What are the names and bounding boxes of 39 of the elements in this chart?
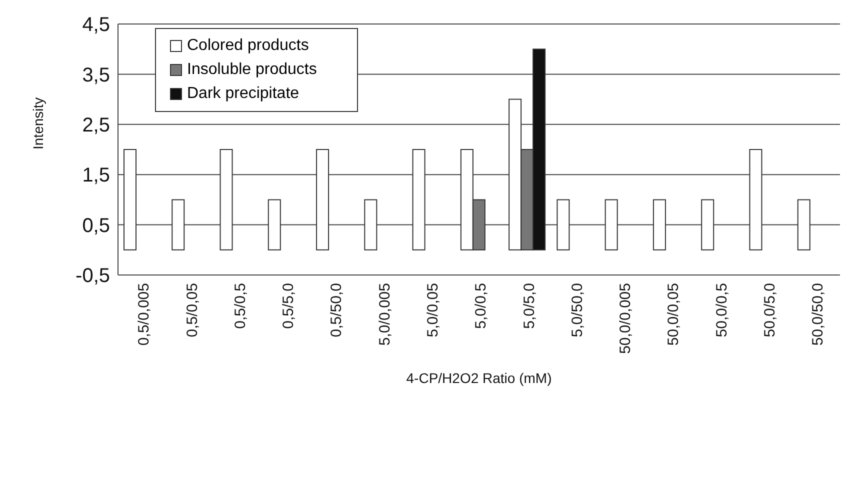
bar	[172, 199, 185, 250]
x-tick-label: 0,5/0,5	[232, 283, 249, 329]
x-tick-label: 50,0/0,05	[665, 283, 682, 346]
bar	[652, 199, 666, 250]
bar	[220, 149, 233, 250]
x-tick-label: 0,5/0,005	[136, 283, 153, 346]
y-tick-label: 0,5	[82, 214, 110, 237]
x-tick-label: 50,0/0,5	[713, 283, 730, 338]
bar	[701, 199, 714, 250]
x-tick-label: 5,0/0,005	[376, 283, 394, 346]
bar	[268, 199, 281, 250]
x-tick-label: 5,0/50,0	[568, 283, 586, 338]
bar	[412, 149, 426, 250]
bar	[604, 199, 618, 250]
y-tick-label: 3,5	[82, 64, 110, 86]
bar	[124, 149, 136, 250]
x-tick-label: 0,5/0,05	[184, 283, 201, 338]
x-tick-label: 0,5/50,0	[328, 283, 346, 338]
x-tick-label: 5,0/5,0	[520, 283, 538, 329]
bar	[316, 149, 330, 250]
bar	[364, 199, 378, 250]
x-tick-label: 50,0/5,0	[761, 283, 778, 338]
legend-label: Insoluble products	[187, 61, 317, 79]
bar	[556, 199, 570, 250]
bar	[797, 199, 810, 250]
bar	[749, 149, 762, 250]
legend-label: Colored products	[187, 37, 309, 55]
y-tick-label: -0,5	[76, 265, 110, 288]
x-tick-label: 50,0/50,0	[810, 283, 827, 346]
legend-label: Dark precipitate	[187, 85, 300, 103]
x-tick-label: 0,5/5,0	[280, 283, 298, 329]
x-axis-title: 4-CP/H2O2 Ratio (mM)	[406, 370, 552, 386]
y-axis-title: Intensity	[30, 97, 46, 150]
y-tick-label: 4,5	[82, 14, 110, 36]
x-tick-label: 50,0/0,005	[617, 283, 634, 354]
x-tick-label: 5,0/0,5	[472, 283, 490, 329]
y-tick-label: 1,5	[82, 164, 110, 187]
x-tick-label: 5,0/0,05	[424, 283, 442, 338]
y-tick-label: 2,5	[82, 114, 110, 136]
